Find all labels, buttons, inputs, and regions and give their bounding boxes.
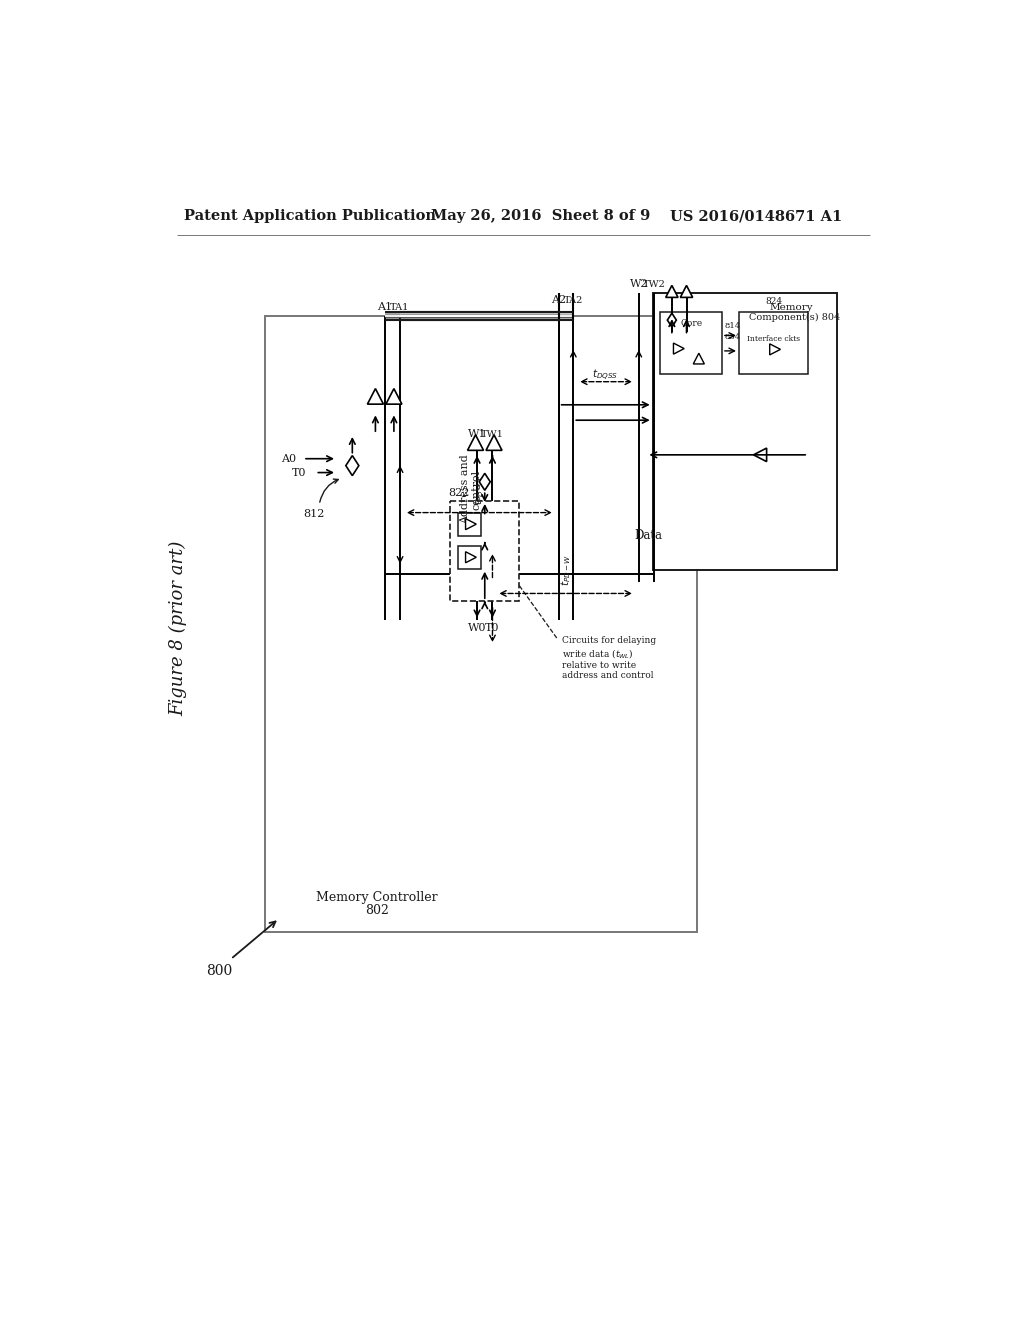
Polygon shape — [680, 285, 692, 297]
Text: Data: Data — [634, 529, 662, 543]
Polygon shape — [368, 388, 383, 404]
Text: 812: 812 — [303, 510, 325, 519]
Text: A2: A2 — [551, 294, 566, 305]
Text: Memory Controller: Memory Controller — [316, 891, 438, 904]
Text: Core: Core — [680, 318, 702, 327]
Polygon shape — [674, 343, 684, 354]
Text: US 2016/0148671 A1: US 2016/0148671 A1 — [670, 209, 842, 223]
Text: TA2: TA2 — [563, 296, 583, 305]
Bar — [458, 545, 481, 569]
Bar — [265, 317, 696, 932]
Polygon shape — [666, 285, 678, 297]
Polygon shape — [468, 434, 483, 450]
Text: TW2: TW2 — [643, 280, 666, 289]
Text: Component(s) 804: Component(s) 804 — [750, 313, 841, 322]
Bar — [451, 502, 519, 601]
Bar — [660, 313, 722, 374]
Polygon shape — [479, 474, 490, 490]
Polygon shape — [754, 447, 767, 462]
Text: Interface ckts: Interface ckts — [746, 335, 800, 343]
Text: TW1: TW1 — [481, 430, 504, 440]
Polygon shape — [386, 388, 401, 404]
Text: 824: 824 — [765, 297, 782, 306]
Text: W0: W0 — [468, 623, 486, 634]
Text: Circuits for delaying
write data ($t_{WL}$)
relative to write
address and contro: Circuits for delaying write data ($t_{WL… — [562, 636, 656, 681]
Bar — [739, 313, 808, 374]
Text: 814: 814 — [724, 322, 740, 330]
Text: Memory: Memory — [769, 302, 813, 312]
Text: TA1: TA1 — [390, 304, 410, 313]
Text: W2: W2 — [630, 280, 648, 289]
Text: W1: W1 — [468, 429, 486, 440]
Text: Address and
control: Address and control — [460, 454, 481, 524]
Bar — [652, 293, 838, 570]
Text: 800: 800 — [206, 964, 232, 978]
Text: 802: 802 — [365, 904, 389, 917]
Text: May 26, 2016  Sheet 8 of 9: May 26, 2016 Sheet 8 of 9 — [431, 209, 650, 223]
Text: T0: T0 — [292, 467, 306, 478]
Text: 834: 834 — [724, 333, 740, 341]
Bar — [385, 313, 559, 321]
Polygon shape — [486, 434, 502, 450]
Text: $t_{PD-W}$: $t_{PD-W}$ — [559, 553, 572, 586]
Text: Patent Application Publication: Patent Application Publication — [184, 209, 436, 223]
Text: $t_{PD-A}$: $t_{PD-A}$ — [472, 475, 486, 506]
Text: A0: A0 — [281, 454, 296, 463]
Polygon shape — [346, 455, 358, 475]
Polygon shape — [466, 552, 476, 562]
Text: $t_{DQSS}$: $t_{DQSS}$ — [593, 368, 618, 383]
Polygon shape — [693, 354, 705, 364]
Text: A1: A1 — [377, 302, 392, 313]
Bar — [458, 512, 481, 536]
Text: T0: T0 — [485, 623, 500, 634]
Polygon shape — [668, 313, 677, 327]
Text: 822: 822 — [449, 487, 470, 498]
Polygon shape — [770, 343, 780, 355]
Text: Figure 8 (prior art): Figure 8 (prior art) — [169, 540, 187, 715]
Bar — [400, 313, 573, 321]
Polygon shape — [466, 519, 476, 529]
